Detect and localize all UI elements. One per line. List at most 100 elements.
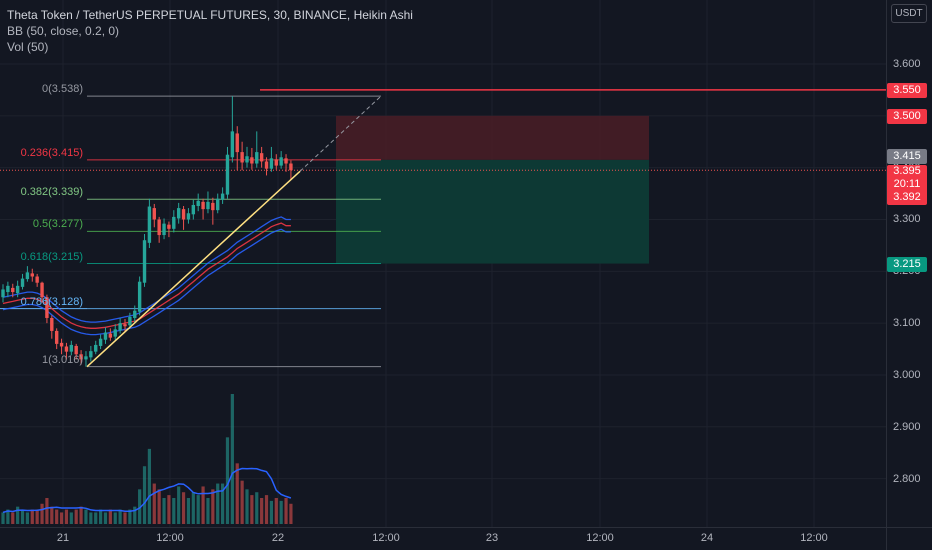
volume-bar <box>133 506 137 524</box>
volume-bar <box>64 509 69 524</box>
candle-body <box>259 153 264 162</box>
fib-level-label: 0.382(3.339) <box>20 186 83 199</box>
candle-body <box>45 297 49 318</box>
time-axis-divider <box>0 527 932 528</box>
volume-bar <box>59 512 64 524</box>
volume-bar <box>89 512 93 524</box>
volume-bar <box>162 498 166 524</box>
volume-bar <box>279 500 283 524</box>
candle-body <box>54 330 59 344</box>
volume-bar <box>211 489 215 524</box>
candle-body <box>30 273 34 277</box>
volume-bar <box>35 509 39 524</box>
volume-bar <box>40 503 44 524</box>
bb-lower-line <box>2 228 291 336</box>
volume-bar <box>240 480 244 524</box>
volume-bar <box>6 509 10 524</box>
volume-bar <box>191 492 195 524</box>
volume-bar <box>79 506 83 524</box>
volume-bar <box>25 512 29 524</box>
candle-body <box>50 317 54 331</box>
price-axis-divider <box>886 0 887 550</box>
volume-bar <box>216 483 220 524</box>
volume-bar <box>157 489 161 524</box>
candle-body <box>250 157 254 164</box>
candle-body <box>201 201 205 210</box>
fib-level-label: 0(3.538) <box>42 83 83 96</box>
volume-bar <box>11 512 15 524</box>
candle-body <box>191 204 196 215</box>
time-tick-label: 12:00 <box>800 532 828 544</box>
candle-body <box>20 278 25 287</box>
candle-body <box>176 208 181 219</box>
volume-bar <box>172 498 176 524</box>
candle-body <box>108 333 113 338</box>
candle-body <box>196 200 200 207</box>
volume-bar <box>20 509 25 524</box>
candle-body <box>113 329 117 337</box>
fib-level-label: 0.5(3.277) <box>32 218 83 231</box>
stop-price-badge: 3.500 <box>887 109 927 124</box>
volume-bar <box>235 463 239 524</box>
volume-bar <box>250 495 254 524</box>
volume-bar <box>138 489 142 524</box>
candle-body <box>59 342 64 347</box>
volume-bar <box>225 437 230 524</box>
candle-body <box>64 346 69 352</box>
currency-selector[interactable]: USDT <box>891 4 927 23</box>
volume-bar <box>45 498 49 524</box>
candle-body <box>162 223 166 236</box>
candle-body <box>220 193 225 200</box>
candle-body <box>142 240 147 283</box>
volume-bar <box>69 512 73 524</box>
candle-body <box>225 154 230 195</box>
volume-bar <box>1 512 5 524</box>
volume-bar <box>289 503 293 524</box>
candle-body <box>235 133 239 153</box>
candle-body <box>284 158 288 164</box>
volume-bar <box>30 509 34 524</box>
take-profit-zone <box>336 159 649 264</box>
candle-body <box>181 209 186 220</box>
volume-bar <box>167 495 171 524</box>
time-tick-label: 21 <box>56 532 70 544</box>
candle-body <box>1 289 5 298</box>
volume-indicator-label[interactable]: Vol (50) <box>7 40 49 54</box>
fib-level-label: 1(3.016) <box>42 353 83 366</box>
candle-body <box>98 338 103 346</box>
fib-trend-extension <box>299 95 382 172</box>
volume-bar <box>74 509 78 524</box>
volume-bar <box>181 492 186 524</box>
volume-bar <box>274 498 278 524</box>
last-price-badge: 3.395 20:11 3.392 <box>887 165 927 205</box>
volume-bar <box>206 498 210 524</box>
candle-body <box>123 324 127 327</box>
symbol-title[interactable]: Theta Token / TetherUS PERPETUAL FUTURES… <box>7 8 413 22</box>
volume-bar <box>284 498 288 524</box>
volume-bar <box>128 509 132 524</box>
candle-body <box>89 351 93 358</box>
volume-bar <box>118 509 122 524</box>
time-tick-label: 12:00 <box>372 532 400 544</box>
price-tick-label: 2.800 <box>893 472 921 485</box>
time-tick-label: 12:00 <box>586 532 614 544</box>
bb-indicator-label[interactable]: BB (50, close, 0.2, 0) <box>7 24 120 38</box>
candle-body <box>40 282 44 298</box>
candle-body <box>206 201 210 210</box>
volume-bar <box>103 512 108 524</box>
hline-price-badge: 3.550 <box>887 83 927 98</box>
volume-bar <box>264 495 269 524</box>
candle-body <box>79 354 83 360</box>
candle-body <box>157 219 161 236</box>
candle-body <box>279 157 283 166</box>
candle-body <box>74 345 78 355</box>
volume-bar <box>152 483 156 524</box>
volume-bar <box>230 394 234 524</box>
candle-body <box>6 285 10 293</box>
volume-bar <box>260 498 264 524</box>
candle-body <box>255 152 259 164</box>
bb-basis-line <box>2 222 291 329</box>
volume-bar <box>196 495 200 524</box>
candle-body <box>137 281 142 312</box>
